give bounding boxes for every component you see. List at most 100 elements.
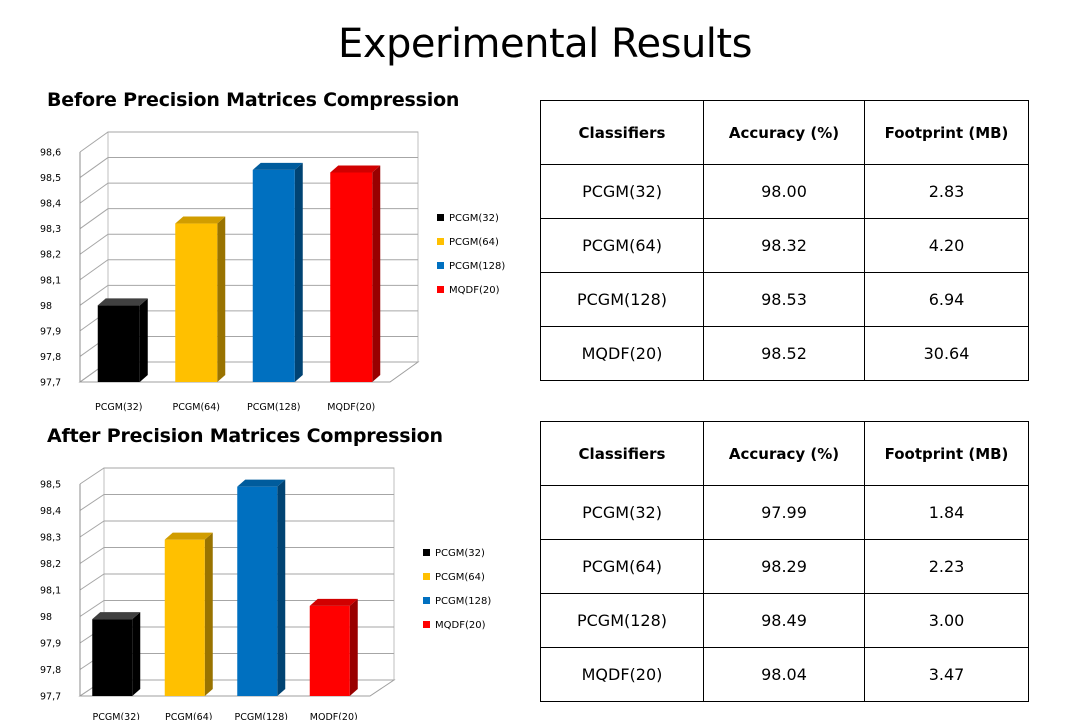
cell-accuracy: 98.52 (703, 326, 865, 381)
bar-front (175, 223, 218, 382)
x-tick-label: PCGM(64) (173, 402, 220, 413)
y-tick-label: 98,2 (40, 250, 61, 261)
bar-side (132, 612, 141, 696)
legend-label: MQDF(20) (435, 620, 486, 631)
bar-front (309, 605, 350, 696)
legend-swatch (437, 238, 444, 245)
legend-label: PCGM(32) (449, 213, 499, 224)
bar-top (237, 479, 286, 487)
bar-chart-before: 97,7 97,8 97,9 98 98,1 98,2 98,3 98,4 98,5 98,6 PC… (40, 131, 505, 413)
gridline (79, 467, 394, 485)
results-table-after: Classifiers Accuracy (%) Footprint (MB) … (540, 421, 1029, 702)
header-classifiers: Classifiers (540, 421, 704, 486)
bar-side (277, 479, 286, 696)
gridline (79, 600, 394, 617)
bar (309, 598, 358, 696)
y-tick-label: 98 (40, 612, 52, 623)
table-row: PCGM(64) 98.32 4.20 (540, 218, 1029, 273)
bar-side (294, 162, 303, 382)
x-tick-label: PCGM(128) (235, 712, 288, 720)
table-row: PCGM(128) 98.49 3.00 (540, 593, 1029, 648)
legend-label: PCGM(128) (449, 261, 505, 272)
cell-classifier: PCGM(128) (540, 272, 704, 327)
legend-swatch (423, 621, 430, 628)
gridline (79, 520, 394, 538)
cell-footprint: 4.20 (864, 218, 1029, 273)
page-title: Experimental Results (338, 21, 752, 67)
bar-top (92, 612, 141, 620)
y-tick-label: 97,8 (40, 665, 61, 676)
cell-classifier: MQDF(20) (540, 647, 704, 702)
cell-footprint: 2.83 (864, 164, 1029, 219)
table-header-row: Classifiers Accuracy (%) Footprint (MB) (540, 421, 1029, 486)
legend-label: MQDF(20) (449, 285, 500, 296)
bar (330, 165, 381, 382)
y-tick-label: 97,8 (40, 352, 61, 363)
cell-classifier: PCGM(64) (540, 218, 704, 273)
bar-side (372, 165, 381, 382)
y-tick-label: 98,4 (40, 199, 61, 210)
bar-top (164, 532, 213, 540)
gridline (79, 573, 394, 591)
cell-classifier: PCGM(32) (540, 164, 704, 219)
cell-footprint: 2.23 (864, 539, 1029, 594)
gridline (79, 547, 394, 564)
y-tick-label: 97,7 (40, 692, 61, 703)
legend-label: PCGM(64) (449, 237, 499, 248)
y-tick-label: 98,1 (40, 586, 61, 597)
gridline (79, 131, 418, 153)
bar (164, 532, 213, 696)
bar-side (349, 598, 358, 696)
cell-footprint: 3.00 (864, 593, 1029, 648)
legend-label: PCGM(128) (435, 596, 491, 607)
y-tick-label: 98,5 (40, 480, 61, 491)
table-header-row: Classifiers Accuracy (%) Footprint (MB) (540, 100, 1029, 165)
cell-classifier: PCGM(128) (540, 593, 704, 648)
chart-title-after: After Precision Matrices Compression (47, 425, 443, 447)
x-tick-label: PCGM(128) (247, 402, 300, 413)
cell-classifier: PCGM(32) (540, 485, 704, 540)
bar-front (237, 486, 278, 696)
header-accuracy: Accuracy (%) (703, 100, 865, 165)
x-tick-label: PCGM(64) (165, 712, 212, 720)
gridline (79, 182, 418, 204)
table-row: PCGM(32) 97.99 1.84 (540, 485, 1029, 540)
gridline (79, 284, 418, 306)
table-row: MQDF(20) 98.04 3.47 (540, 647, 1029, 702)
legend: PCGM(32) PCGM(64) PCGM(128) MQDF(20) (437, 213, 505, 296)
x-tick-label: MQDF(20) (327, 402, 375, 413)
y-tick-label: 98,6 (40, 148, 61, 159)
header-accuracy: Accuracy (%) (703, 421, 865, 486)
bar-side (204, 532, 213, 696)
legend-swatch (423, 597, 430, 604)
gridline (79, 259, 418, 281)
bar-front (164, 539, 205, 696)
bar-top (252, 162, 303, 170)
chart-title-before: Before Precision Matrices Compression (47, 89, 460, 111)
cell-classifier: MQDF(20) (540, 326, 704, 381)
bar-top (330, 165, 381, 173)
y-tick-label: 97,7 (40, 378, 61, 389)
gridline (79, 208, 418, 230)
legend-swatch (437, 214, 444, 221)
gridline (79, 233, 418, 255)
table-row: PCGM(64) 98.29 2.23 (540, 539, 1029, 594)
x-tick-label: PCGM(32) (93, 712, 140, 720)
cell-footprint: 1.84 (864, 485, 1029, 540)
bar (237, 479, 286, 696)
cell-classifier: PCGM(64) (540, 539, 704, 594)
cell-accuracy: 98.00 (703, 164, 865, 219)
bar-front (330, 172, 373, 382)
x-tick-label: MQDF(20) (310, 712, 358, 720)
y-tick-label: 98,4 (40, 506, 61, 517)
y-tick-label: 98 (40, 301, 52, 312)
bar-front (97, 305, 140, 382)
legend-swatch (437, 286, 444, 293)
legend-label: PCGM(64) (435, 572, 485, 583)
table-row: PCGM(128) 98.53 6.94 (540, 272, 1029, 327)
header-footprint: Footprint (MB) (864, 100, 1029, 165)
bar-top (309, 598, 358, 606)
bar-top (97, 298, 148, 306)
y-tick-label: 98,1 (40, 275, 61, 286)
gridline (79, 157, 418, 178)
